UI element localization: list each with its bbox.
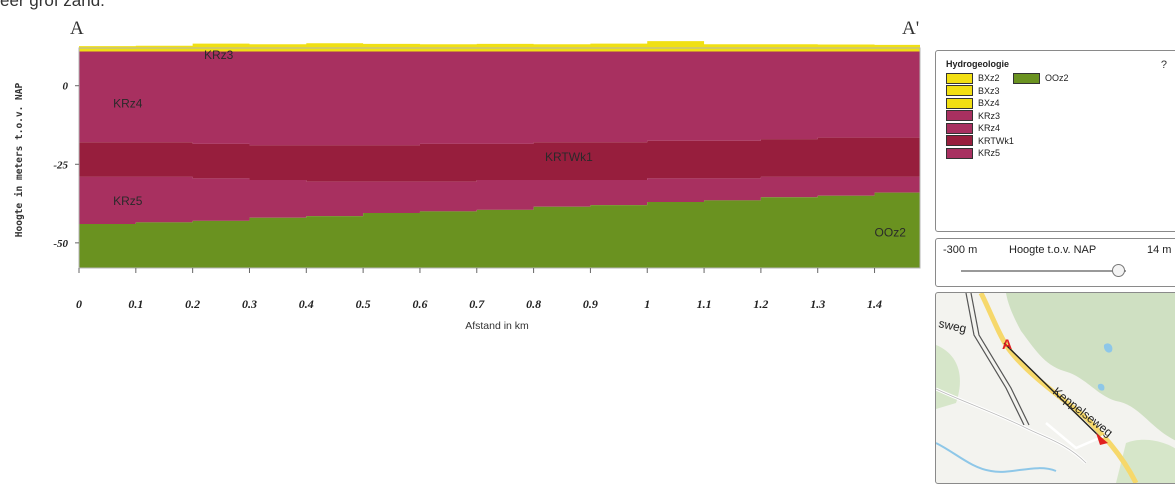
legend-swatch (946, 110, 973, 121)
layer-bxz2 (79, 41, 920, 52)
legend-label: KRz3 (978, 110, 1001, 121)
help-icon[interactable]: ? (1160, 59, 1167, 71)
x-tick-label: 1.3 (810, 297, 825, 311)
x-tick-label: 0.3 (242, 297, 257, 311)
water-body (1097, 383, 1105, 391)
height-slider-track[interactable] (961, 270, 1126, 272)
x-tick-label: 0.6 (412, 297, 427, 311)
railway (970, 293, 1030, 426)
legend-swatch (946, 97, 973, 109)
plot-area: 0 -25 -50 0 0.1 0.2 0.3 0.4 0.5 0.6 0.7 0.8 0.9 1 1.1 1… (53, 41, 921, 311)
y-tick-label: 0 (63, 81, 69, 93)
height-min-label: -300 m (943, 244, 978, 256)
section-line (1003, 342, 1105, 442)
railway (965, 293, 1025, 426)
legend-label: OOz2 (1045, 73, 1069, 83)
legend-swatch (1013, 72, 1040, 84)
layer-label: KRz3 (204, 48, 234, 62)
legend-item: KRTWk1 (946, 135, 1014, 147)
map-marker-a-label: A (1002, 336, 1012, 352)
main-road (978, 293, 1139, 483)
legend-label: KRz4 (978, 123, 1001, 133)
legend-swatch (946, 122, 973, 134)
layer-ooz2 (79, 191, 920, 268)
section-end-label: A' (902, 18, 919, 39)
layer-label: OOz2 (875, 226, 907, 240)
layer-label: KRz5 (113, 194, 143, 208)
layer-krz5 (79, 176, 920, 224)
legend-swatch (946, 72, 973, 84)
x-tick-label: 0.5 (356, 297, 371, 311)
legend-item: KRz3 (946, 110, 1000, 122)
y-axis-title: Hoogte in meters t.o.v. NAP (14, 83, 25, 238)
plot-frame (78, 47, 921, 269)
layer-label: KRz4 (113, 97, 143, 111)
map-end-marker (1096, 433, 1108, 445)
map-street-fragment: sweg (937, 316, 967, 336)
layer-krtwk1 (79, 136, 920, 182)
overview-map[interactable]: A sweg Keppelseweg (935, 292, 1175, 484)
legend-item: KRz4 (946, 122, 1000, 134)
water-body (1103, 343, 1113, 353)
x-tick-label: 0.4 (299, 297, 314, 311)
legend-item: BXz4 (946, 97, 1000, 109)
height-max-label: 14 m (1147, 244, 1172, 256)
legend-swatch (946, 85, 973, 96)
height-control-label: Hoogte t.o.v. NAP (1009, 244, 1097, 256)
legend-item: BXz3 (946, 85, 1000, 97)
map-canvas[interactable]: A sweg Keppelseweg (936, 293, 1175, 483)
legend-label: KRz5 (978, 148, 1001, 158)
legend-label: BXz2 (978, 73, 1000, 83)
legend-item: KRz5 (946, 147, 1000, 159)
x-tick-label: 0.2 (185, 297, 200, 311)
y-tick-label: -25 (53, 159, 68, 171)
legend-title: Hydrogeologie (946, 59, 1010, 69)
forest-area (1006, 293, 1175, 441)
y-tick-label: -50 (53, 238, 68, 250)
section-start-label: A (70, 18, 84, 39)
x-tick-label: 1.1 (697, 297, 712, 311)
road (936, 388, 1087, 464)
x-tick-label: 0.1 (128, 297, 143, 311)
legend-label: BXz3 (978, 85, 1000, 96)
legend-swatch (946, 147, 973, 159)
x-tick-label: 0 (76, 297, 82, 311)
legend-panel: Hydrogeologie ? BXz2 BXz3 BXz4 KRz3 KRz4 KRTW… (935, 50, 1175, 232)
legend-swatch (946, 135, 973, 146)
x-tick-label: 0.9 (583, 297, 598, 311)
height-control-panel: -300 m Hoogte t.o.v. NAP 14 m (935, 238, 1175, 287)
legend-item: OOz2 (1013, 72, 1069, 84)
top-caption-fragment: eer grof zand. (0, 0, 105, 10)
x-tick-label: 1.2 (753, 297, 768, 311)
height-slider-handle[interactable] (1111, 264, 1125, 277)
legend-label: BXz4 (978, 98, 1000, 108)
legend-item: BXz2 (946, 72, 1000, 84)
x-tick-label: 1 (644, 297, 650, 311)
cross-section-chart: A A' Hoogte in meters t.o.v. NAP Afstand… (14, 18, 921, 332)
x-tick-label: 1.4 (867, 297, 882, 311)
layer-label: KRTWk1 (545, 150, 593, 164)
x-axis-title: Afstand in km (465, 320, 529, 332)
layer-krz4 (79, 51, 920, 146)
x-tick-label: 0.8 (526, 297, 541, 311)
x-tick-label: 0.7 (469, 297, 485, 311)
legend-label: KRTWk1 (978, 135, 1014, 146)
river (936, 442, 1057, 473)
